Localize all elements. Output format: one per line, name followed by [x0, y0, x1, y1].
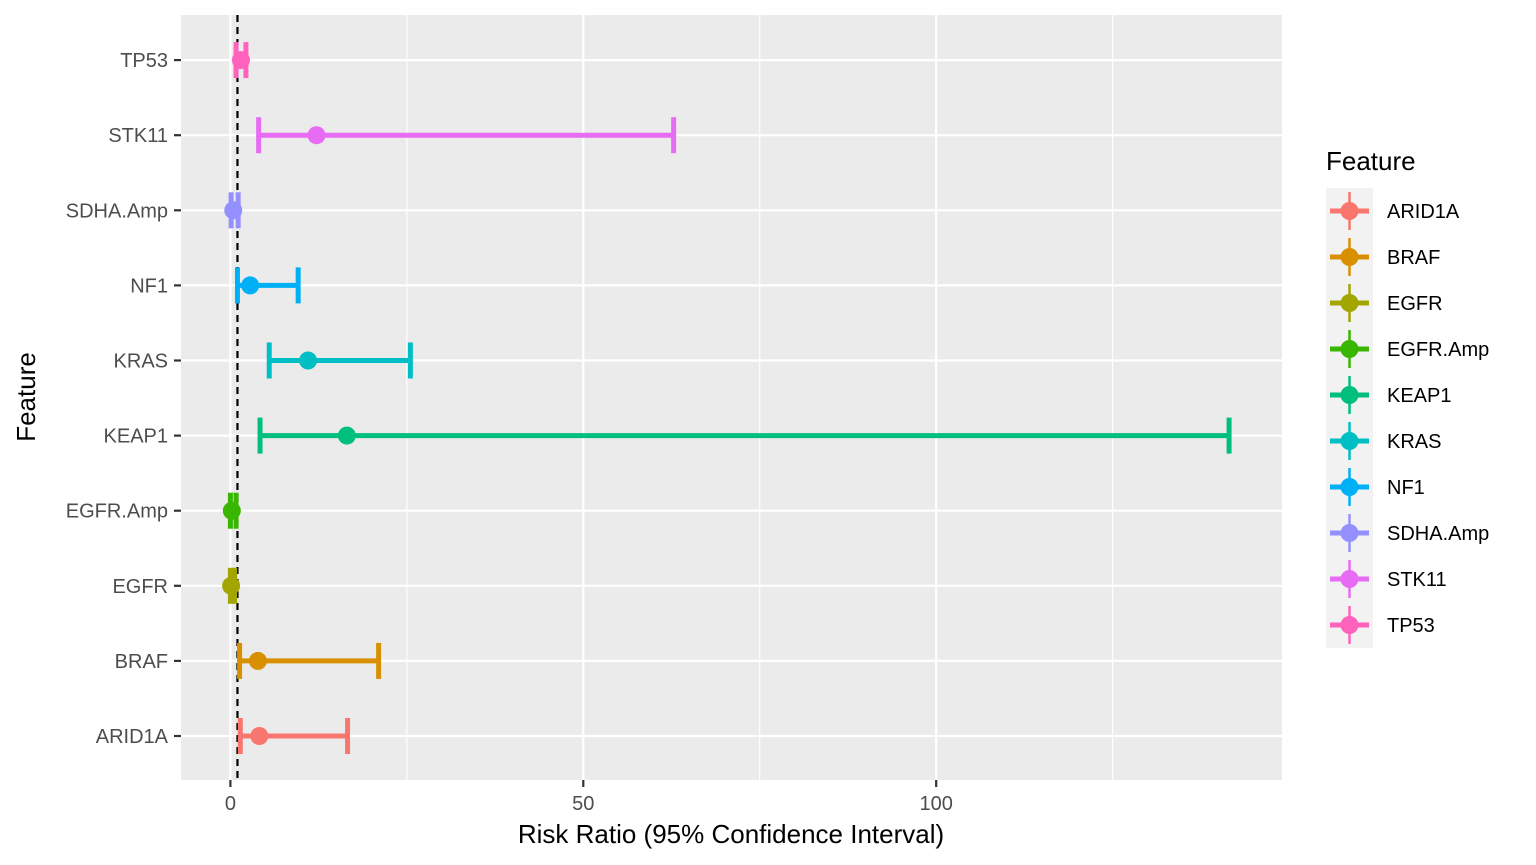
point-estimate — [222, 501, 241, 520]
legend-item-nf1: NF1 — [1330, 468, 1425, 506]
legend-label: NF1 — [1387, 477, 1425, 499]
error-bar-stk11 — [256, 117, 677, 154]
legend-label: KEAP1 — [1387, 385, 1451, 407]
legend-key-point — [1340, 202, 1359, 220]
legend-label: EGFR — [1387, 293, 1443, 315]
error-bar-braf — [237, 642, 382, 679]
y-tick-label: ARID1A — [96, 726, 169, 748]
y-tick-label: TP53 — [120, 50, 168, 72]
x-axis: 0 50 100 — [225, 780, 953, 815]
x-tick-label: 0 — [225, 793, 236, 815]
legend-key-point — [1340, 524, 1359, 542]
y-tick-label: KRAS — [114, 351, 168, 373]
y-axis: ARID1A BRAF EGFR EGFR.Amp KEAP1 KRAS NF1 SDHA.A… — [66, 50, 181, 748]
y-tick-label: BRAF — [115, 651, 168, 673]
legend-label: EGFR.Amp — [1387, 339, 1489, 361]
legend-key-point — [1340, 616, 1359, 634]
legend-item-tp53: TP53 — [1330, 606, 1435, 644]
minor-gridlines — [406, 15, 1114, 780]
x-tick-label: 50 — [572, 793, 594, 815]
legend-label: BRAF — [1387, 247, 1440, 269]
legend-item-sdha-amp: SDHA.Amp — [1330, 514, 1489, 552]
error-bar-nf1 — [234, 267, 301, 304]
legend-key-point — [1340, 340, 1359, 358]
y-axis-title: Feature — [11, 352, 41, 442]
legend-key-point — [1340, 478, 1359, 496]
legend-label: KRAS — [1387, 431, 1441, 453]
legend-item-stk11: STK11 — [1330, 560, 1447, 598]
y-tick-label: EGFR.Amp — [66, 501, 168, 523]
legend-key-point — [1340, 432, 1359, 450]
point-estimate — [299, 351, 318, 370]
point-estimate — [337, 426, 356, 445]
error-bar-tp53 — [231, 42, 250, 79]
legend-item-egfr-amp: EGFR.Amp — [1330, 330, 1489, 368]
point-estimate — [250, 727, 269, 745]
legend-title: Feature — [1326, 146, 1416, 176]
legend-key-point — [1340, 386, 1359, 404]
error-bars — [222, 42, 1232, 754]
point-estimate — [248, 651, 267, 670]
legend-key-point — [1340, 248, 1359, 266]
legend-label: STK11 — [1387, 569, 1447, 591]
legend-item-kras: KRAS — [1330, 422, 1441, 460]
error-bar-arid1a — [237, 718, 351, 754]
panel-background — [181, 15, 1282, 780]
error-bar-kras — [266, 342, 413, 379]
legend: Feature ARID1A BRAF EGFR EGFR.Amp KEAP1 KRAS N… — [1326, 146, 1489, 648]
y-tick-label: NF1 — [130, 275, 168, 297]
legend-item-arid1a: ARID1A — [1330, 192, 1460, 230]
y-tick-label: STK11 — [108, 125, 168, 147]
legend-items: ARID1A BRAF EGFR EGFR.Amp KEAP1 KRAS NF1 SDHA.A… — [1330, 192, 1489, 644]
point-estimate — [224, 201, 243, 220]
legend-label: TP53 — [1387, 615, 1435, 637]
point-estimate — [307, 126, 326, 145]
legend-key-point — [1340, 570, 1359, 588]
x-axis-title: Risk Ratio (95% Confidence Interval) — [518, 819, 944, 849]
error-bar-egfr-amp — [222, 492, 241, 529]
error-bar-egfr — [222, 567, 241, 604]
y-tick-label: EGFR — [112, 576, 168, 598]
legend-item-keap1: KEAP1 — [1330, 376, 1451, 414]
legend-item-braf: BRAF — [1330, 238, 1440, 276]
y-tick-label: SDHA.Amp — [66, 200, 168, 222]
legend-item-egfr: EGFR — [1330, 284, 1443, 322]
point-estimate — [241, 276, 260, 295]
legend-label: ARID1A — [1387, 201, 1460, 223]
y-tick-label: KEAP1 — [104, 426, 168, 448]
x-tick-label: 100 — [919, 793, 952, 815]
point-estimate — [222, 576, 241, 595]
legend-key-point — [1340, 294, 1359, 312]
point-estimate — [231, 51, 250, 70]
legend-label: SDHA.Amp — [1387, 523, 1489, 545]
error-bar-keap1 — [257, 417, 1232, 454]
error-bar-sdha-amp — [224, 192, 243, 229]
